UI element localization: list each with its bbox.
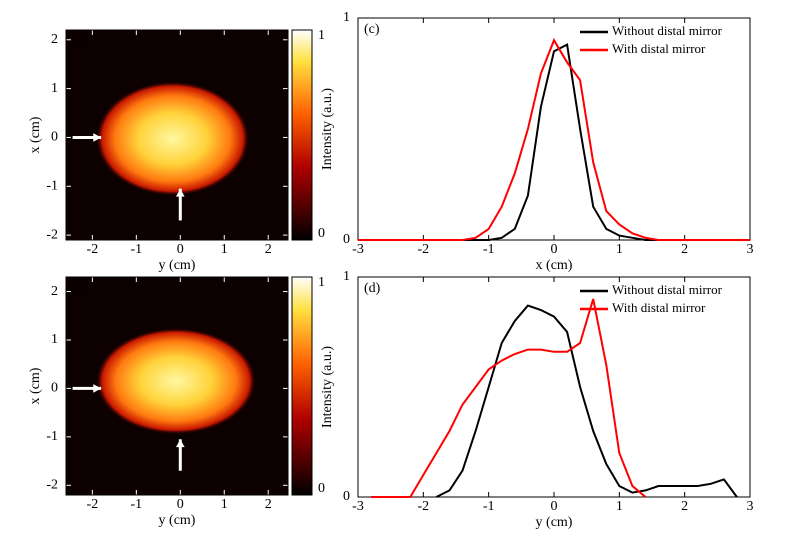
x-tick-label: 2	[681, 499, 688, 514]
x-tick-label: -3	[352, 242, 364, 257]
colorbar	[291, 276, 313, 496]
x-tick-label: 2	[265, 242, 272, 257]
x-tick-label: -1	[131, 242, 143, 257]
panel-label: (d)	[364, 281, 381, 296]
x-tick-label: 1	[221, 242, 228, 257]
y-axis-label: x (cm)	[28, 116, 43, 153]
x-tick-label: 3	[747, 499, 754, 514]
y-tick-label: -1	[46, 429, 58, 444]
y-tick-label: 1	[343, 10, 350, 25]
x-tick-label: 1	[616, 242, 623, 257]
x-axis-label: y (cm)	[159, 258, 196, 273]
y-tick-label: 0	[51, 381, 58, 396]
plot-frame	[65, 29, 289, 241]
series-line	[371, 298, 647, 498]
y-tick-label: 2	[51, 32, 58, 47]
colorbar-tick-label: 1	[318, 28, 325, 43]
legend-label: Without distal mirror	[612, 282, 723, 297]
arrow-head	[175, 439, 185, 448]
x-tick-label: 0	[551, 499, 558, 514]
x-tick-label: 0	[551, 242, 558, 257]
beam-profile	[95, 327, 257, 435]
x-axis-label: y (cm)	[159, 513, 196, 528]
y-tick-label: 0	[343, 489, 350, 504]
x-tick-label: -1	[483, 499, 495, 514]
colorbar-tick-label: 0	[318, 481, 325, 496]
colorbar-tick-label: 0	[318, 226, 325, 241]
x-tick-label: 1	[221, 497, 228, 512]
colorbar-tick-label: 1	[318, 275, 325, 290]
y-tick-label: 1	[51, 332, 58, 347]
x-tick-label: 0	[177, 242, 184, 257]
y-axis-label: Intensity (a.u.)	[320, 88, 335, 170]
x-tick-label: 3	[747, 242, 754, 257]
y-axis-label: x (cm)	[28, 367, 43, 404]
arrow-head	[93, 384, 102, 393]
beam-profile	[95, 81, 250, 196]
legend-label: With distal mirror	[612, 41, 706, 56]
x-tick-label: -2	[417, 242, 429, 257]
x-tick-label: 2	[265, 497, 272, 512]
arrow-head	[93, 133, 102, 142]
colorbar	[291, 29, 313, 241]
panel-label: (b)	[72, 281, 89, 296]
legend-label: With distal mirror	[612, 300, 706, 315]
x-axis-label: y (cm)	[536, 515, 573, 530]
x-tick-label: -3	[352, 499, 364, 514]
x-tick-label: 1	[616, 499, 623, 514]
x-tick-label: 2	[681, 242, 688, 257]
x-axis-label: x (cm)	[536, 258, 573, 273]
series-line	[435, 304, 738, 498]
y-tick-label: -2	[46, 227, 58, 242]
x-tick-label: -1	[131, 497, 143, 512]
y-tick-label: 1	[343, 269, 350, 284]
x-tick-label: -1	[483, 242, 495, 257]
y-tick-label: -1	[46, 178, 58, 193]
panel-label: (c)	[364, 22, 380, 37]
y-axis-label: Intensity (a.u.)	[320, 346, 335, 428]
y-tick-label: 0	[343, 232, 350, 247]
x-tick-label: -2	[87, 497, 99, 512]
plot-frame	[357, 276, 751, 498]
y-tick-label: 0	[51, 130, 58, 145]
series-line	[358, 43, 750, 241]
series-line	[358, 37, 750, 241]
arrow-head	[175, 188, 185, 197]
x-tick-label: -2	[87, 242, 99, 257]
legend-label: Without distal mirror	[612, 23, 723, 38]
panel-label: (a)	[72, 34, 88, 49]
y-tick-label: -2	[46, 478, 58, 493]
x-tick-label: -2	[417, 499, 429, 514]
x-tick-label: 0	[177, 497, 184, 512]
plot-frame	[65, 276, 289, 496]
plot-frame	[357, 17, 751, 241]
y-tick-label: 1	[51, 81, 58, 96]
y-tick-label: 2	[51, 284, 58, 299]
